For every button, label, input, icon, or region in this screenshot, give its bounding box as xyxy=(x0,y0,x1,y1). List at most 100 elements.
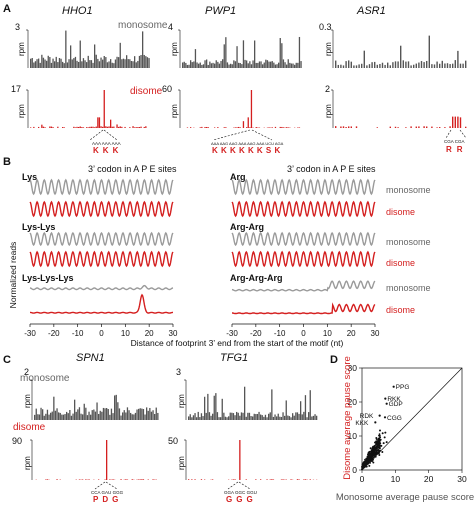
pwp1-monosome-track-bar xyxy=(214,64,215,68)
pwp1-monosome-track-bar xyxy=(246,60,247,68)
spn1-disome-track-bar xyxy=(143,479,144,480)
asr1-monosome-track-bar xyxy=(392,62,393,68)
hho1-monosome-track-bar xyxy=(118,57,119,68)
pwp1-monosome-track-bar xyxy=(206,59,207,68)
pwp1-monosome-track-bar xyxy=(188,65,189,68)
hho1-monosome-track-bar xyxy=(124,59,125,68)
panel-b-xlabel: Distance of footprint 3’ end from the st… xyxy=(131,338,344,348)
tfg1-monosome-track-bar xyxy=(217,412,218,420)
hho1-disome-track-bar xyxy=(81,127,82,128)
spn1-monosome-track-bar xyxy=(141,409,142,420)
hho1-monosome-track-bar xyxy=(136,62,137,68)
spn1-monosome-track-bar xyxy=(66,412,67,420)
pwp1-disome-track-bar xyxy=(224,127,225,128)
hho1-disome-track-bar xyxy=(108,126,109,128)
tfg1-monosome-track-bar xyxy=(273,417,274,420)
asr1-monosome-track-bar xyxy=(387,63,388,68)
pwp1-disome-track-bar xyxy=(187,127,188,128)
asr1-disome-track-bar xyxy=(452,117,453,128)
asr1-disome-track-bar xyxy=(345,127,346,128)
asr1-disome-track-bar xyxy=(455,117,456,128)
pwp1-monosome-track-bar xyxy=(227,62,228,68)
spn1-monosome-track-bar xyxy=(87,415,88,420)
panel-b-xtick-label: 10 xyxy=(323,329,332,338)
spn1-monosome-track-bar xyxy=(124,410,125,420)
hho1-disome-track-bar xyxy=(129,127,130,128)
hho1-disome-track-bar xyxy=(113,127,114,128)
hho1-di-units: rpm xyxy=(17,104,26,118)
tfg1-monosome-track-bar xyxy=(282,412,283,420)
spn1-monosome-track-bar xyxy=(92,410,93,420)
spn1-disome-track-bar xyxy=(82,479,83,480)
pwp1-monosome-track-bar xyxy=(203,64,204,68)
asr1-disome-track-bar xyxy=(444,127,445,128)
pwp1-monosome-track-bar xyxy=(265,60,266,68)
spn1-monosome-track-bar xyxy=(152,410,153,420)
asr1-disome-track-bar xyxy=(410,126,411,128)
pwp1-monosome-track-bar xyxy=(184,62,185,68)
pwp1-disome-track-bar xyxy=(246,127,247,128)
pwp1-monosome-track-bar xyxy=(296,63,297,68)
asr1-disome-track-bar xyxy=(426,126,427,128)
pwp1-monosome-track-bar xyxy=(233,60,234,68)
hho1-monosome-track-bar xyxy=(121,59,122,68)
asr1-monosome-track-bar xyxy=(423,62,424,68)
asr1-mono-units: rpm xyxy=(324,42,333,56)
spn1-disome-track-bar xyxy=(132,479,133,480)
spn1-monosome-track-bar xyxy=(69,410,70,420)
hho1-monosome-track-bar xyxy=(46,61,47,68)
pwp1-monosome-track-bar xyxy=(275,65,276,68)
tfg1-monosome-track-bar xyxy=(266,417,267,420)
pwp1-monosome-track-bar xyxy=(232,64,233,68)
tfg1-monosome-track-bar xyxy=(199,417,200,420)
spn1-monosome-track-bar xyxy=(50,413,51,420)
scatter-xtick-label: 10 xyxy=(391,474,401,484)
tfg1-disome-track-bar xyxy=(201,479,202,480)
tfg1-disome-track-bar xyxy=(246,479,247,480)
spn1-disome-track-bar xyxy=(140,479,141,480)
scatter-ytick-label: 0 xyxy=(352,465,357,475)
tfg1-monosome-track-bar xyxy=(302,414,303,420)
tfg1-monosome-track-bar xyxy=(201,413,202,420)
panel-a-tracks xyxy=(26,30,466,128)
tfg1-mono-ymax: 3 xyxy=(176,367,181,377)
panel-c-disome-label: disome xyxy=(13,422,46,433)
tfg1-monosome-track-bar xyxy=(252,416,253,420)
hho1-disome-track-bar xyxy=(30,127,31,128)
pwp1-monosome-track-bar xyxy=(288,59,289,68)
spn1-monosome-track-bar xyxy=(60,413,61,420)
tfg1-monosome-track-bar xyxy=(244,387,245,420)
scatter-point xyxy=(363,463,365,465)
asr1-monosome-track-bar xyxy=(343,65,344,68)
scatter-point xyxy=(378,454,380,456)
hho1-monosome-track xyxy=(26,30,150,68)
hho1-monosome-track-bar xyxy=(73,58,74,68)
asr1-monosome-track-bar xyxy=(369,64,370,68)
asr1-monosome-track-bar xyxy=(345,61,346,68)
asr1-monosome-track-bar xyxy=(338,65,339,68)
spn1-monosome-track-bar xyxy=(128,410,129,420)
hho1-monosome-track-bar xyxy=(43,58,44,68)
scatter-point xyxy=(380,439,382,441)
panel-b-xtick-label: -20 xyxy=(48,329,60,338)
spn1-monosome-track-bar xyxy=(63,415,64,420)
hho1-monosome-track-bar xyxy=(75,57,76,68)
hho1-disome-track-bar xyxy=(38,127,39,128)
hho1-aa-0: K xyxy=(93,146,103,155)
pwp1-monosome-track-bar xyxy=(241,64,242,68)
hho1-monosome-track-bar xyxy=(60,59,61,68)
hho1-disome-track-bar xyxy=(44,127,45,128)
hho1-monosome-track-bar xyxy=(40,63,41,68)
hho1-mono-units: rpm xyxy=(17,42,26,56)
tfg1-monosome-track-bar xyxy=(230,413,231,420)
hho1-monosome-track-bar xyxy=(80,41,81,68)
pwp1-monosome-track-bar xyxy=(225,37,226,68)
pwp1-monosome-track-bar xyxy=(200,63,201,68)
tfg1-disome-track-bar xyxy=(233,479,234,480)
spn1-monosome-track-bar xyxy=(85,408,86,420)
spn1-monosome-track-bar xyxy=(112,413,113,420)
hho1-monosome-track-bar xyxy=(116,57,117,68)
panel-b-xtick-label: -10 xyxy=(274,329,286,338)
lys-disome-trace xyxy=(30,202,173,216)
